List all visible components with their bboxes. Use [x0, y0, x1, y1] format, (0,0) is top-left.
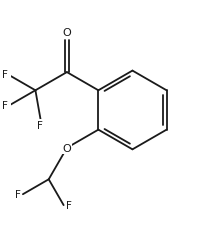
- Text: F: F: [37, 120, 43, 130]
- Text: O: O: [62, 28, 71, 38]
- Text: O: O: [62, 143, 71, 153]
- Text: F: F: [2, 101, 8, 111]
- Text: F: F: [2, 70, 8, 80]
- Text: F: F: [15, 189, 21, 199]
- Text: F: F: [66, 200, 72, 210]
